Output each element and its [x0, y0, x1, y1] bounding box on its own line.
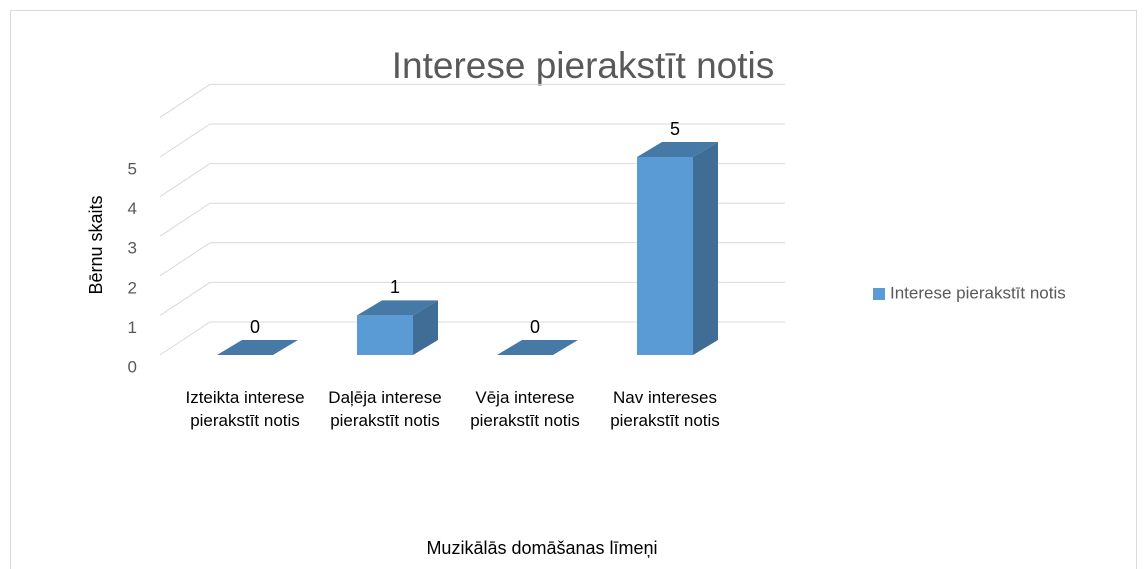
y-tick-label: 5	[128, 159, 137, 178]
y-tick-label: 0	[128, 357, 137, 376]
grid-line	[159, 281, 785, 316]
grid-line	[159, 123, 785, 158]
grid-line	[159, 202, 785, 237]
bar	[217, 340, 298, 355]
grid-line	[159, 163, 785, 198]
grid-line	[159, 321, 785, 356]
bar-side	[693, 142, 718, 355]
legend-swatch	[873, 288, 885, 300]
y-tick-label: 2	[128, 278, 137, 297]
data-label: 5	[670, 119, 680, 139]
y-tick-label: 4	[128, 199, 137, 218]
bar	[637, 142, 718, 355]
bar-top	[217, 340, 298, 355]
bar-side	[413, 300, 438, 355]
bar-top	[497, 340, 578, 355]
bar-top	[357, 300, 438, 316]
data-label: 1	[390, 277, 400, 297]
data-label: 0	[250, 317, 260, 337]
y-tick-label: 3	[128, 239, 137, 258]
x-tick-label: Nav intereses pierakstīt notis	[610, 388, 720, 430]
bar	[497, 340, 578, 355]
chart-title: Interese pierakstīt notis	[392, 45, 775, 86]
bar-front	[637, 157, 693, 355]
bar-front	[357, 315, 413, 355]
legend-label: Interese pierakstīt notis	[890, 283, 1066, 302]
data-label: 0	[530, 317, 540, 337]
grid-line	[159, 83, 785, 118]
bar-top	[637, 142, 718, 157]
x-tick-label: Daļēja interese pierakstīt notis	[328, 388, 442, 430]
bar	[357, 300, 438, 355]
x-axis-title: Muzikālās domāšanas līmeņi	[426, 538, 657, 558]
y-axis-title: Bērnu skaits	[86, 195, 106, 294]
y-tick-label: 1	[128, 318, 137, 337]
grid-line	[159, 242, 785, 277]
x-tick-label: Vēja interese pierakstīt notis	[470, 388, 580, 430]
x-tick-label: Izteikta interese pierakstīt notis	[185, 388, 305, 430]
